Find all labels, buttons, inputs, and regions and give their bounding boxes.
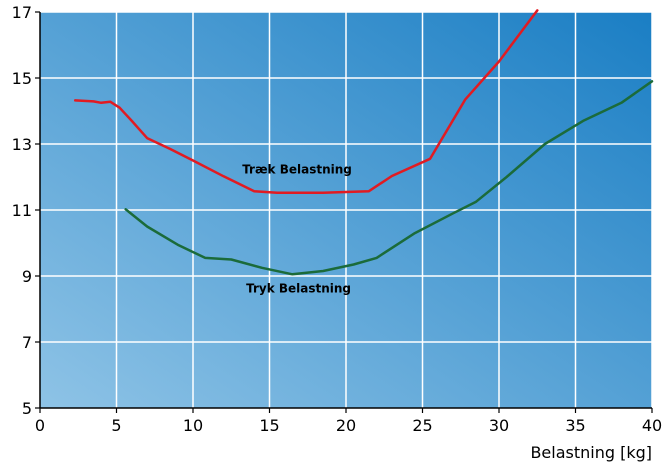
series-label-2: Tryk Belastning xyxy=(246,282,351,296)
y-tick-label: 13 xyxy=(12,135,32,154)
y-tick-label: 15 xyxy=(12,69,32,88)
y-tick-label: 17 xyxy=(12,3,32,22)
x-tick-label: 40 xyxy=(642,416,662,435)
y-tick-label: 9 xyxy=(22,267,32,286)
x-tick-label: 10 xyxy=(183,416,203,435)
series-line-2 xyxy=(124,80,654,276)
x-tick-label: 25 xyxy=(412,416,432,435)
x-tick-label: 30 xyxy=(489,416,509,435)
y-tick-label: 7 xyxy=(22,333,32,352)
series-label-1: Træk Belastning xyxy=(242,163,352,177)
x-tick-label: 15 xyxy=(259,416,279,435)
x-tick-label: 5 xyxy=(111,416,121,435)
series-line-1 xyxy=(73,9,539,195)
y-tick-label: 11 xyxy=(12,201,32,220)
x-tick-label: 35 xyxy=(565,416,585,435)
x-tick-label: 0 xyxy=(35,416,45,435)
x-tick-label: 20 xyxy=(336,416,356,435)
y-tick-label: 5 xyxy=(22,399,32,418)
x-axis-label: Belastning [kg] xyxy=(530,443,652,462)
